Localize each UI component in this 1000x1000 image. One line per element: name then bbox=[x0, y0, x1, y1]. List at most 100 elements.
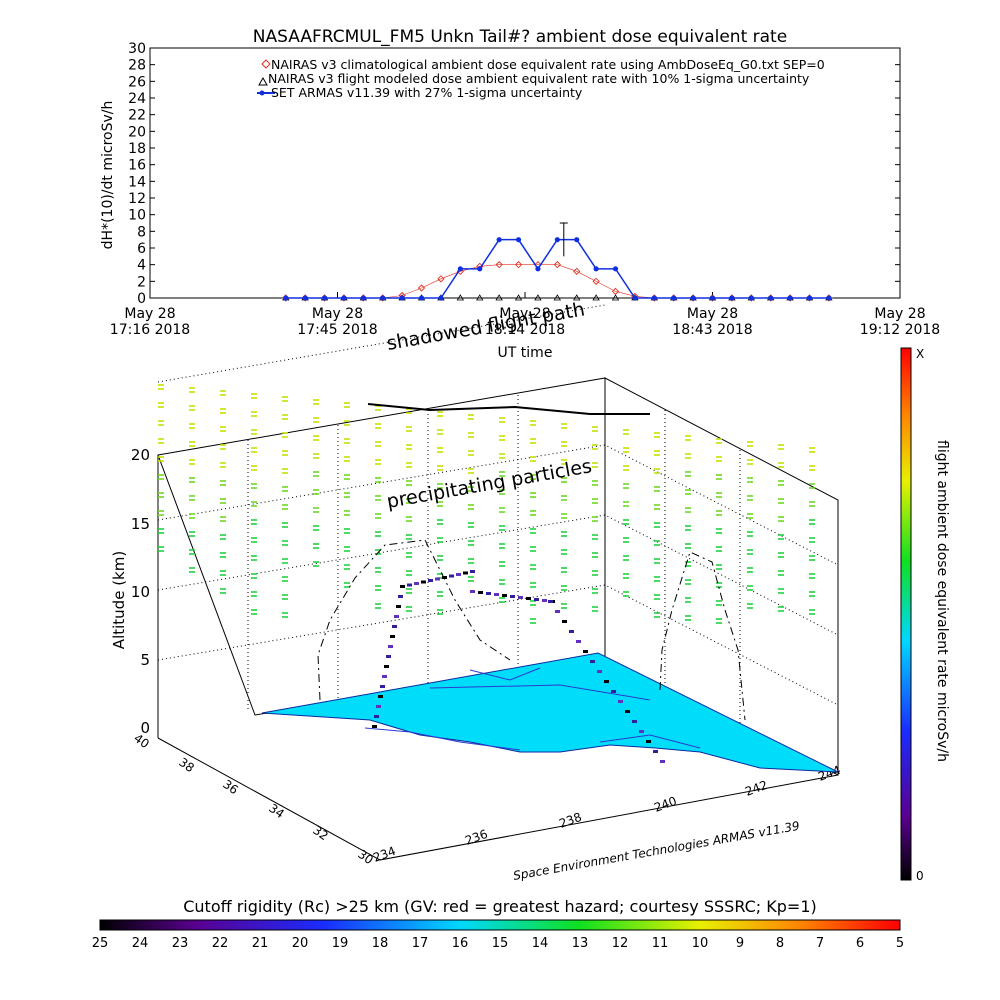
flight-path-point bbox=[414, 582, 419, 585]
right-colorbar-title: flight ambient dose equivalent rate micr… bbox=[934, 440, 950, 762]
flight-path-shadow-right bbox=[659, 551, 746, 721]
scene-grid bbox=[157, 304, 839, 725]
legend-label-nairas-flight: NAIRAS v3 flight modeled dose ambient eq… bbox=[268, 71, 810, 86]
z-axis-label: Altitude (km) bbox=[110, 551, 128, 649]
bottom-colorbar-tick: 24 bbox=[132, 936, 149, 951]
flight-path-point bbox=[534, 598, 539, 601]
bottom-colorbar-tick: 14 bbox=[532, 936, 549, 951]
x-tick-label-date: May 28 bbox=[124, 306, 175, 322]
marker-armas bbox=[651, 295, 657, 301]
credit-label: Space Environment Technologies ARMAS v11… bbox=[512, 819, 801, 883]
marker-armas bbox=[709, 295, 716, 301]
marker-nairas-climatological bbox=[417, 284, 426, 292]
flight-path-point bbox=[639, 730, 644, 733]
marker-nairas-climatological bbox=[573, 267, 581, 275]
flight-path-point bbox=[562, 620, 567, 623]
lon-axis-ticks: 234 236 238 240 242 244 bbox=[371, 763, 842, 865]
z-tick-5: 5 bbox=[140, 651, 150, 669]
y-tick-label: 4 bbox=[137, 258, 146, 274]
flight-path-top bbox=[367, 403, 650, 415]
flight-path-point bbox=[435, 577, 440, 581]
surface-contours bbox=[364, 667, 701, 751]
flight-path-point bbox=[569, 630, 574, 633]
marker-nairas-climatological bbox=[514, 261, 523, 269]
y-tick-label: 18 bbox=[128, 141, 146, 157]
marker-armas bbox=[729, 295, 735, 301]
cutoff-rigidity-surface bbox=[261, 652, 839, 773]
flight-path-point bbox=[463, 571, 468, 575]
flight-path-point bbox=[653, 750, 658, 753]
bottom-colorbar-tick: 17 bbox=[412, 936, 429, 951]
x-tick-label-time: 17:16 2018 bbox=[110, 322, 190, 338]
bottom-colorbar-tick: 21 bbox=[252, 936, 269, 951]
flight-path-point bbox=[660, 760, 665, 763]
marker-armas bbox=[768, 295, 774, 301]
legend-dot-armas bbox=[259, 90, 265, 96]
flight-path-point bbox=[611, 690, 616, 693]
z-tick-0: 0 bbox=[140, 719, 150, 737]
y-tick-label: 28 bbox=[128, 58, 146, 74]
bottom-colorbar-tick: 16 bbox=[452, 936, 469, 951]
bottom-colorbar-tick: 11 bbox=[652, 936, 669, 951]
flight-path-point bbox=[394, 615, 399, 618]
marker-nairas-flight bbox=[573, 294, 581, 301]
flight-path-point bbox=[392, 625, 397, 628]
marker-nairas-climatological bbox=[437, 275, 445, 283]
bottom-colorbar-title: Cutoff rigidity (Rc) >25 km (GV: red = g… bbox=[183, 897, 817, 916]
flight-path-point bbox=[386, 655, 391, 658]
flight-path-point bbox=[407, 583, 412, 587]
marker-nairas-flight bbox=[553, 294, 562, 301]
legend-nairas-climatological: NAIRAS v3 climatological ambient dose eq… bbox=[261, 57, 825, 72]
x-tick-label-date: May 28 bbox=[687, 306, 738, 322]
bottom-colorbar-tick: 25 bbox=[92, 936, 109, 951]
scene-floor-axes bbox=[157, 737, 839, 861]
legend-triangle-marker bbox=[258, 76, 268, 86]
scene-3d: 0 5 10 15 20 Altitude (km) 40 38 36 34 3… bbox=[110, 298, 843, 883]
flight-path-point bbox=[625, 710, 630, 713]
legend-diamond-marker bbox=[261, 59, 271, 69]
bottom-colorbar-tick: 22 bbox=[212, 936, 229, 951]
marker-armas bbox=[380, 295, 386, 301]
series-line-nairas-climatological bbox=[285, 264, 829, 299]
marker-armas bbox=[418, 295, 425, 301]
marker-armas bbox=[535, 266, 541, 272]
flight-path-point bbox=[576, 640, 581, 643]
flight-path-point bbox=[384, 665, 389, 668]
marker-armas bbox=[341, 295, 347, 301]
y-tick-label: 10 bbox=[128, 208, 146, 224]
flight-path-point bbox=[380, 685, 385, 688]
flight-path-point bbox=[376, 705, 381, 708]
marker-nairas-flight bbox=[456, 294, 465, 301]
bottom-colorbar-tick: 12 bbox=[612, 936, 629, 951]
bottom-colorbar-tick: 15 bbox=[492, 936, 509, 951]
y-tick-label: 14 bbox=[128, 174, 146, 190]
y-tick-label: 0 bbox=[137, 291, 146, 307]
flight-path-point bbox=[390, 635, 395, 638]
marker-nairas-climatological bbox=[553, 261, 561, 269]
top-y-axis-label: dH*(10)/dt microSv/h bbox=[100, 101, 116, 250]
bottom-colorbar-tick: 9 bbox=[736, 936, 744, 951]
flight-path-point bbox=[597, 670, 602, 673]
flight-path-point bbox=[518, 596, 523, 599]
marker-nairas-flight bbox=[592, 294, 600, 301]
marker-nairas-climatological bbox=[495, 261, 503, 269]
flight-path-point bbox=[618, 700, 623, 703]
flight-path-point bbox=[590, 660, 595, 663]
flight-path-shadow-left bbox=[317, 539, 511, 701]
marker-nairas-climatological bbox=[611, 287, 620, 295]
marker-armas bbox=[690, 295, 696, 301]
marker-armas bbox=[283, 295, 289, 301]
marker-armas bbox=[826, 295, 832, 301]
marker-armas bbox=[399, 295, 405, 301]
lon-tick-234: 234 bbox=[371, 844, 397, 865]
flight-path-point bbox=[378, 695, 383, 698]
flight-path-point bbox=[526, 597, 531, 600]
marker-nairas-flight bbox=[495, 294, 503, 301]
flight-path-point bbox=[494, 593, 499, 596]
y-tick-label: 6 bbox=[137, 241, 146, 257]
flight-path-point bbox=[583, 650, 588, 653]
x-tick-label-time: 18:43 2018 bbox=[672, 322, 752, 338]
marker-armas bbox=[457, 266, 463, 272]
